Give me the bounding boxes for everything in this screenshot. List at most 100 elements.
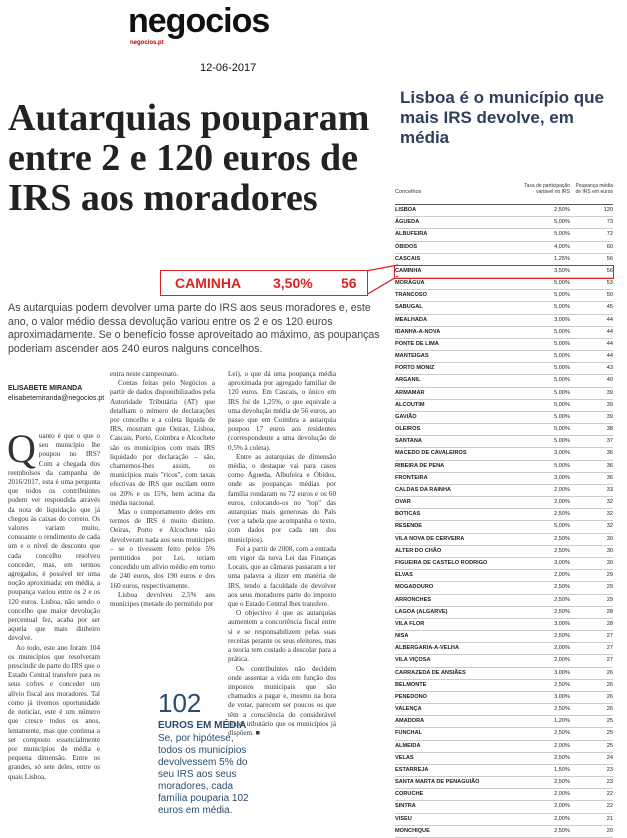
table-cell: GAVIÃO	[395, 413, 417, 420]
table-row: ARMAMAR 5,00% 39	[395, 388, 613, 400]
table-row: MONCHIQUE 2,50% 20	[395, 826, 613, 838]
table-row: SANTA MARTA DE PENAGUIÃO 2,50% 23	[395, 777, 613, 790]
table-cell: ÁGUEDA	[395, 219, 420, 226]
table-cell: CARRAZEDA DE ANSIÃES	[395, 669, 466, 676]
table-row: ESTARREJA 1,50% 23	[395, 765, 613, 778]
headline: Autarquias pouparam entre 2 e 120 euros …	[8, 97, 370, 219]
table-cell: PENEDONO	[395, 693, 428, 700]
table-row: PENEDONO 3,00% 26	[395, 692, 613, 705]
table-cell: VISEU	[395, 815, 412, 822]
table-cell: 53	[606, 280, 613, 287]
paragraph: Entre as autarquias de dimensão média, o…	[228, 452, 336, 544]
table-cell: 39	[606, 401, 613, 408]
table-cell: 5,00%	[554, 426, 570, 433]
table-cell: 3,00%	[554, 316, 570, 323]
table-cell: MOGADOURO	[395, 584, 434, 591]
table-cell: 44	[606, 316, 613, 323]
table-cell: VALENÇA	[395, 706, 422, 713]
table-cell: 36	[606, 474, 613, 481]
table-cell: 2,00%	[554, 572, 570, 579]
table-cell: 3,00%	[554, 669, 570, 676]
table-cell: 36	[606, 450, 613, 457]
table-row: ARRONCHES 2,50% 29	[395, 595, 613, 607]
table-cell: ESTARREJA	[395, 766, 429, 773]
table-cell: ELVAS	[395, 572, 413, 579]
lead: As autarquias podem devolver uma parte d…	[8, 302, 380, 355]
table-cell: 3,00%	[554, 450, 570, 457]
table-cell: 25	[606, 742, 613, 749]
table-cell: 4,00%	[554, 243, 570, 250]
table-cell: 27	[606, 657, 613, 664]
table-row: PORTO MONIZ 5,00% 43	[395, 363, 613, 376]
table-cell: SINTRA	[395, 803, 416, 810]
table-cell: TRANCOSO	[395, 292, 428, 299]
table-cell: 2,00%	[554, 815, 570, 822]
table-cell: 5,00%	[554, 340, 570, 347]
table-cell: 26	[606, 706, 613, 713]
table-cell: 2,50%	[554, 547, 570, 554]
paragraph: Ao todo, este ano foram 104 os município…	[8, 643, 100, 781]
table-row: PONTE DE LIMA 5,00% 44	[395, 339, 613, 352]
table-row: RESENDE 5,00% 32	[395, 521, 613, 534]
table-cell: 1,25%	[554, 255, 570, 262]
table-cell: 44	[606, 340, 613, 347]
table-cell: CALDAS DA RAINHA	[395, 486, 452, 493]
table-cell: 2,50%	[554, 706, 570, 713]
table-row: SANTANA 5,00% 37	[395, 436, 613, 449]
table-cell: SABUGAL	[395, 304, 423, 311]
table-cell: VILA FLOR	[395, 620, 425, 627]
table-cell: 2,50%	[554, 608, 570, 615]
paragraph: entra neste campeonato.	[110, 370, 179, 378]
table-cell: SANTA MARTA DE PENAGUIÃO	[395, 779, 480, 786]
table-cell: 2,50%	[554, 633, 570, 640]
paragraph: Mas o comportamento deles em termos de I…	[110, 508, 215, 590]
table-cell: PONTE DE LIMA	[395, 340, 439, 347]
table-cell: ARGANIL	[395, 377, 421, 384]
table-row: TRANCOSO 5,00% 50	[395, 290, 613, 303]
table-cell: ALTER DO CHÃO	[395, 547, 442, 554]
table-cell: 22	[606, 791, 613, 798]
table-cell: 24	[606, 754, 613, 761]
table-cell: 3,00%	[554, 559, 570, 566]
table-cell: 72	[606, 231, 613, 238]
table-cell: 25	[606, 730, 613, 737]
table-cell: 43	[606, 365, 613, 372]
table-cell: 5,00%	[554, 438, 570, 445]
table-row: MACEDO DE CAVALEIROS 3,00% 36	[395, 448, 613, 461]
callout: CAMINHA 3,50% 56	[160, 270, 368, 296]
table-cell: 20	[606, 827, 613, 834]
table-row: FUNCHAL 2,50% 25	[395, 728, 613, 741]
table-cell: 2,50%	[554, 754, 570, 761]
table-cell: ALBERGARIA-A-VELHA	[395, 645, 460, 652]
table-cell: 5,00%	[554, 304, 570, 311]
table-cell: 36	[606, 462, 613, 469]
table-cell: LAGOA (ALGARVE)	[395, 608, 448, 615]
table-cell: PORTO MONIZ	[395, 365, 435, 372]
table-row: ALBUFEIRA 5,00% 72	[395, 229, 613, 242]
table-header: Concelhos Taxa de participação variável …	[395, 183, 613, 205]
table-cell: MONCHIQUE	[395, 827, 430, 834]
table-cell: 5,00%	[554, 231, 570, 238]
table-row: BOTICAS 2,50% 32	[395, 509, 613, 522]
table-row: OVAR 2,00% 32	[395, 497, 613, 510]
table-cell: 5,00%	[554, 377, 570, 384]
table-cell: 21	[606, 815, 613, 822]
table-row: AMADORA 1,20% 25	[395, 716, 613, 729]
date: 12-06-2017	[200, 62, 257, 74]
table-row: SABUGAL 5,00% 45	[395, 302, 613, 315]
table-row: VILA NOVA DE CERVEIRA 2,50% 30	[395, 534, 613, 546]
table-cell: 56	[606, 267, 613, 274]
table-row: ELVAS 2,00% 29	[395, 570, 613, 583]
table-cell: 33	[606, 486, 613, 493]
table-cell: ALCOUTIM	[395, 401, 425, 408]
table-cell: MANTEIGAS	[395, 353, 429, 360]
table-cell: 2,50%	[554, 584, 570, 591]
table-cell: 26	[606, 669, 613, 676]
table-row: FIGUEIRA DE CASTELO RODRIGO 3,00% 30	[395, 558, 613, 571]
table-cell: 29	[606, 596, 613, 603]
author: ELISABETE MIRANDA	[8, 385, 83, 392]
callout-lines	[365, 264, 399, 296]
table-cell: 40	[606, 377, 613, 384]
